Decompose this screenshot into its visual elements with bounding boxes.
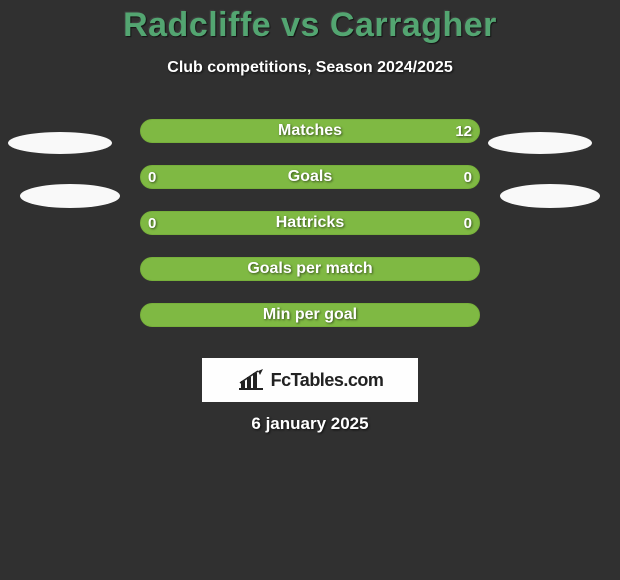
- stat-bar: [140, 119, 480, 143]
- stat-value-right: 12: [455, 119, 472, 143]
- stat-row-min-per-goal: Min per goal: [0, 303, 620, 327]
- page-title: Radcliffe vs Carragher: [0, 6, 620, 45]
- stat-value-right: 0: [464, 165, 472, 189]
- stat-row-hattricks: 0 0 Hattricks: [0, 211, 620, 235]
- date-label: 6 january 2025: [0, 414, 620, 434]
- logo-text: FcTables.com: [271, 370, 384, 391]
- logo-box: FcTables.com: [202, 358, 418, 402]
- stat-bar: [140, 165, 480, 189]
- page-subtitle: Club competitions, Season 2024/2025: [0, 59, 620, 77]
- stat-row-goals: 0 0 Goals: [0, 165, 620, 189]
- stat-value-left: 0: [148, 165, 156, 189]
- stat-row-goals-per-match: Goals per match: [0, 257, 620, 281]
- stat-rows: 12 Matches 0 0 Goals 0 0 Hattricks Goals…: [0, 119, 620, 327]
- stat-value-right: 0: [464, 211, 472, 235]
- barchart-icon: [237, 369, 265, 391]
- stat-bar: [140, 303, 480, 327]
- logo: FcTables.com: [237, 369, 384, 391]
- stat-bar: [140, 257, 480, 281]
- stat-row-matches: 12 Matches: [0, 119, 620, 143]
- stat-value-left: 0: [148, 211, 156, 235]
- stat-bar: [140, 211, 480, 235]
- comparison-panel: Radcliffe vs Carragher Club competitions…: [0, 6, 620, 327]
